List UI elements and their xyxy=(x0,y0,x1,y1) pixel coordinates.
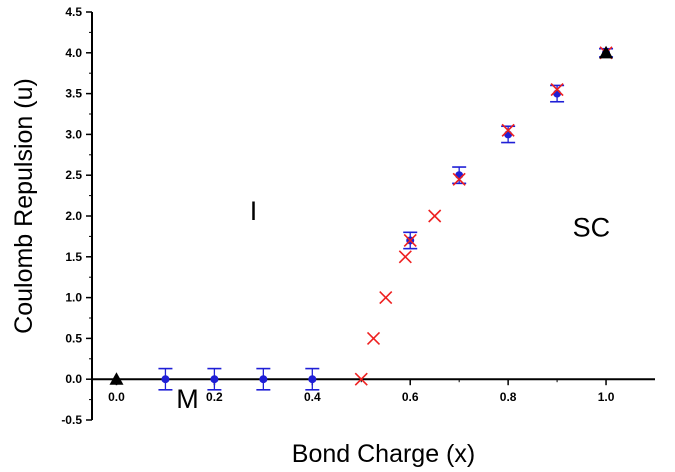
y-ticks: -0.5 0.0 0.5 1.0 1.5 2.0 2.5 3.0 3.5 4.0 4.5 xyxy=(61,5,92,427)
x-tick-label: 0.4 xyxy=(304,390,321,404)
cross-point xyxy=(452,172,466,186)
cross-stroke xyxy=(403,233,417,248)
y-tick-label: 2.0 xyxy=(65,209,82,223)
cross-stroke xyxy=(354,372,368,386)
x-axis-title: Bond Charge (x) xyxy=(292,440,475,468)
cross-point xyxy=(403,233,417,248)
y-tick-label: -0.5 xyxy=(61,413,82,427)
cross-point xyxy=(428,209,442,223)
cross-stroke xyxy=(379,291,393,305)
y-tick-label: 4.5 xyxy=(65,5,82,19)
cross-stroke xyxy=(428,209,442,223)
cross-stroke xyxy=(366,331,381,345)
data-point xyxy=(308,375,317,384)
y-tick-label: 4.0 xyxy=(65,46,82,60)
axes xyxy=(91,12,655,420)
y-axis-title: Coulomb Repulsion (u) xyxy=(10,78,38,334)
data-point xyxy=(161,375,170,384)
region-label-SC: SC xyxy=(573,212,611,242)
cross-point xyxy=(354,372,368,386)
y-tick-label: 2.5 xyxy=(65,168,82,182)
cross-stroke xyxy=(398,250,412,264)
cross-point xyxy=(366,331,381,345)
x-tick-label: 0.0 xyxy=(108,390,125,404)
data-point xyxy=(553,89,562,98)
annotations: I SC M xyxy=(176,196,610,414)
cross-stroke xyxy=(452,172,466,186)
cross-point xyxy=(398,250,412,264)
data-marks xyxy=(109,45,614,391)
series-blue xyxy=(158,47,614,391)
cross-point xyxy=(550,82,564,97)
region-label-M: M xyxy=(176,384,199,414)
y-tick-label: 1.0 xyxy=(65,291,82,305)
region-label-I: I xyxy=(250,196,258,226)
x-tick-label: 1.0 xyxy=(598,390,615,404)
y-tick-label: 3.5 xyxy=(65,87,82,101)
x-tick-label: 0.8 xyxy=(500,390,517,404)
triangle-point xyxy=(109,372,124,385)
data-point xyxy=(504,130,513,139)
x-tick-label: 0.2 xyxy=(206,390,223,404)
triangle-point xyxy=(599,45,614,59)
y-tick-label: 0.0 xyxy=(65,372,82,386)
y-tick-label: 0.5 xyxy=(65,331,82,345)
data-point xyxy=(210,375,219,384)
data-point xyxy=(455,171,464,180)
cross-stroke xyxy=(550,82,564,97)
y-tick-label: 3.0 xyxy=(65,127,82,141)
cross-point xyxy=(379,291,393,305)
x-ticks: 0.0 0.2 0.4 0.6 0.8 1.0 xyxy=(108,379,615,404)
cross-stroke xyxy=(501,123,515,137)
y-tick-label: 1.5 xyxy=(65,250,82,264)
series-black xyxy=(109,45,614,385)
cross-point xyxy=(501,123,515,137)
x-tick-label: 0.6 xyxy=(402,390,419,404)
data-point xyxy=(259,375,268,384)
